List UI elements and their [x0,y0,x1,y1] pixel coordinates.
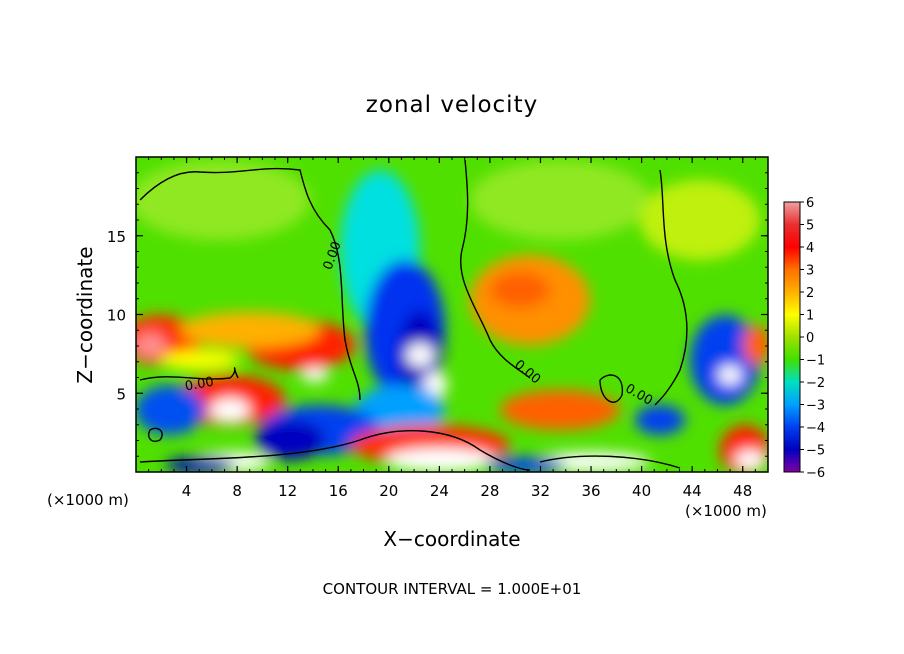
x-unit-right: (×1000 m) [685,502,767,520]
colorbar-label: −6 [806,466,825,481]
y-tick-label: 15 [107,228,126,246]
heatmap-field [120,157,771,475]
colorbar-label: 1 [806,309,814,324]
colorbar-scale [784,202,800,472]
colorbar-label: 4 [806,241,814,256]
colorbar-label: 2 [806,286,814,301]
x-tick-label: 48 [733,482,752,500]
colorbar-label: −2 [806,376,825,391]
x-tick-label: 28 [480,482,499,500]
colorbar-label: −5 [806,444,825,459]
colorbar-label: 3 [806,264,814,279]
colorbar-label: 5 [806,219,814,234]
colorbar-label: 0 [806,331,814,346]
chart-title: zonal velocity [366,92,538,118]
x-tick-label: 36 [581,482,600,500]
colorbar-label: −4 [806,421,825,436]
contour-interval-note: CONTOUR INTERVAL = 1.000E+01 [323,580,582,598]
y-tick-label: 5 [116,385,126,403]
colorbar-label: −1 [806,354,825,369]
x-tick-label: 16 [329,482,348,500]
colorbar: 6 5 4 3 2 1 0 −1 −2 −3 −4 −5 −6 [784,196,825,481]
x-tick-label: 12 [278,482,297,500]
x-axis-label: X−coordinate [383,527,520,551]
x-tick-label: 40 [632,482,651,500]
y-axis-label: Z−coordinate [73,246,97,383]
x-unit-left: (×1000 m) [47,491,129,509]
colorbar-label: −3 [806,399,825,414]
x-tick-label: 44 [683,482,702,500]
x-tick-label: 20 [379,482,398,500]
colorbar-label: 6 [806,196,814,211]
y-tick-label: 10 [107,307,126,325]
x-tick-label: 32 [531,482,550,500]
x-tick-label: 8 [232,482,242,500]
x-tick-label: 24 [430,482,449,500]
x-tick-label: 4 [182,482,192,500]
